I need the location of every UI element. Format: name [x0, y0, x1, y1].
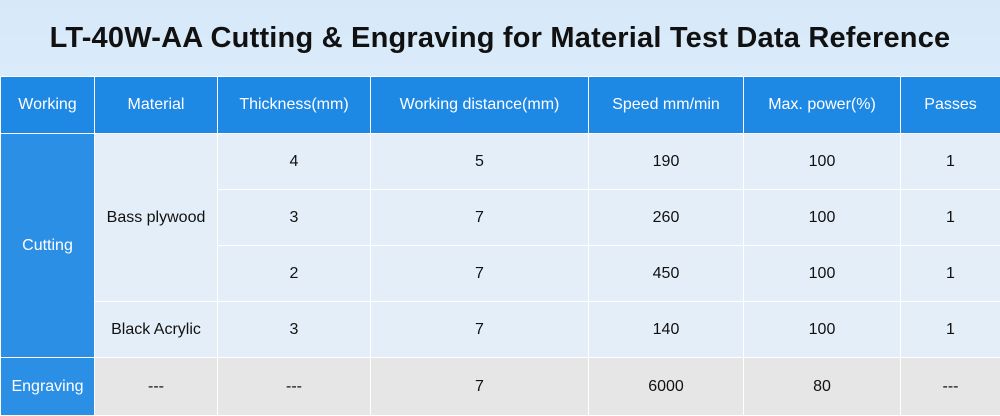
distance-cell: 7: [371, 246, 589, 302]
speed-cell: 190: [589, 134, 744, 190]
material-cell: ---: [95, 358, 218, 416]
power-cell: 80: [744, 358, 901, 416]
passes-cell: 1: [901, 302, 1000, 358]
header-max-power: Max. power(%): [744, 77, 901, 134]
power-cell: 100: [744, 302, 901, 358]
material-bass-plywood: Bass plywood: [95, 134, 218, 302]
passes-cell: 1: [901, 246, 1000, 302]
page-title: LT-40W-AA Cutting & Engraving for Materi…: [0, 0, 1000, 76]
distance-cell: 7: [371, 190, 589, 246]
power-cell: 100: [744, 246, 901, 302]
table-row: Cutting Bass plywood 4 5 190 100 1: [1, 134, 1000, 190]
working-cutting: Cutting: [1, 134, 95, 358]
speed-cell: 450: [589, 246, 744, 302]
distance-cell: 7: [371, 358, 589, 416]
speed-cell: 140: [589, 302, 744, 358]
header-speed: Speed mm/min: [589, 77, 744, 134]
power-cell: 100: [744, 134, 901, 190]
header-row: Working Material Thickness(mm) Working d…: [1, 77, 1000, 134]
power-cell: 100: [744, 190, 901, 246]
passes-cell: 1: [901, 190, 1000, 246]
material-test-table: Working Material Thickness(mm) Working d…: [0, 76, 1000, 416]
table-row-engraving: Engraving --- --- 7 6000 80 ---: [1, 358, 1000, 416]
working-engraving: Engraving: [1, 358, 95, 416]
material-black-acrylic: Black Acrylic: [95, 302, 218, 358]
header-passes: Passes: [901, 77, 1000, 134]
distance-cell: 5: [371, 134, 589, 190]
table-row: Black Acrylic 3 7 140 100 1: [1, 302, 1000, 358]
thickness-cell: ---: [218, 358, 371, 416]
speed-cell: 260: [589, 190, 744, 246]
distance-cell: 7: [371, 302, 589, 358]
thickness-cell: 3: [218, 190, 371, 246]
speed-cell: 6000: [589, 358, 744, 416]
header-material: Material: [95, 77, 218, 134]
passes-cell: 1: [901, 134, 1000, 190]
thickness-cell: 3: [218, 302, 371, 358]
header-thickness: Thickness(mm): [218, 77, 371, 134]
passes-cell: ---: [901, 358, 1000, 416]
header-working-distance: Working distance(mm): [371, 77, 589, 134]
thickness-cell: 2: [218, 246, 371, 302]
header-working: Working: [1, 77, 95, 134]
thickness-cell: 4: [218, 134, 371, 190]
